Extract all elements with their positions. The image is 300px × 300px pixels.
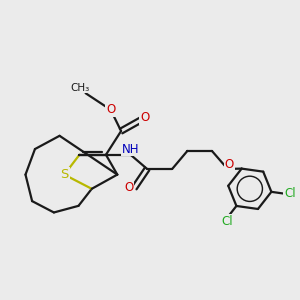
Text: NH: NH — [122, 142, 139, 156]
Text: O: O — [225, 158, 234, 171]
Text: CH₃: CH₃ — [70, 82, 89, 92]
Text: S: S — [60, 168, 68, 181]
Text: O: O — [106, 103, 115, 116]
Text: O: O — [124, 182, 133, 194]
Text: O: O — [140, 111, 149, 124]
Text: Cl: Cl — [284, 188, 296, 200]
Text: Cl: Cl — [221, 215, 233, 228]
